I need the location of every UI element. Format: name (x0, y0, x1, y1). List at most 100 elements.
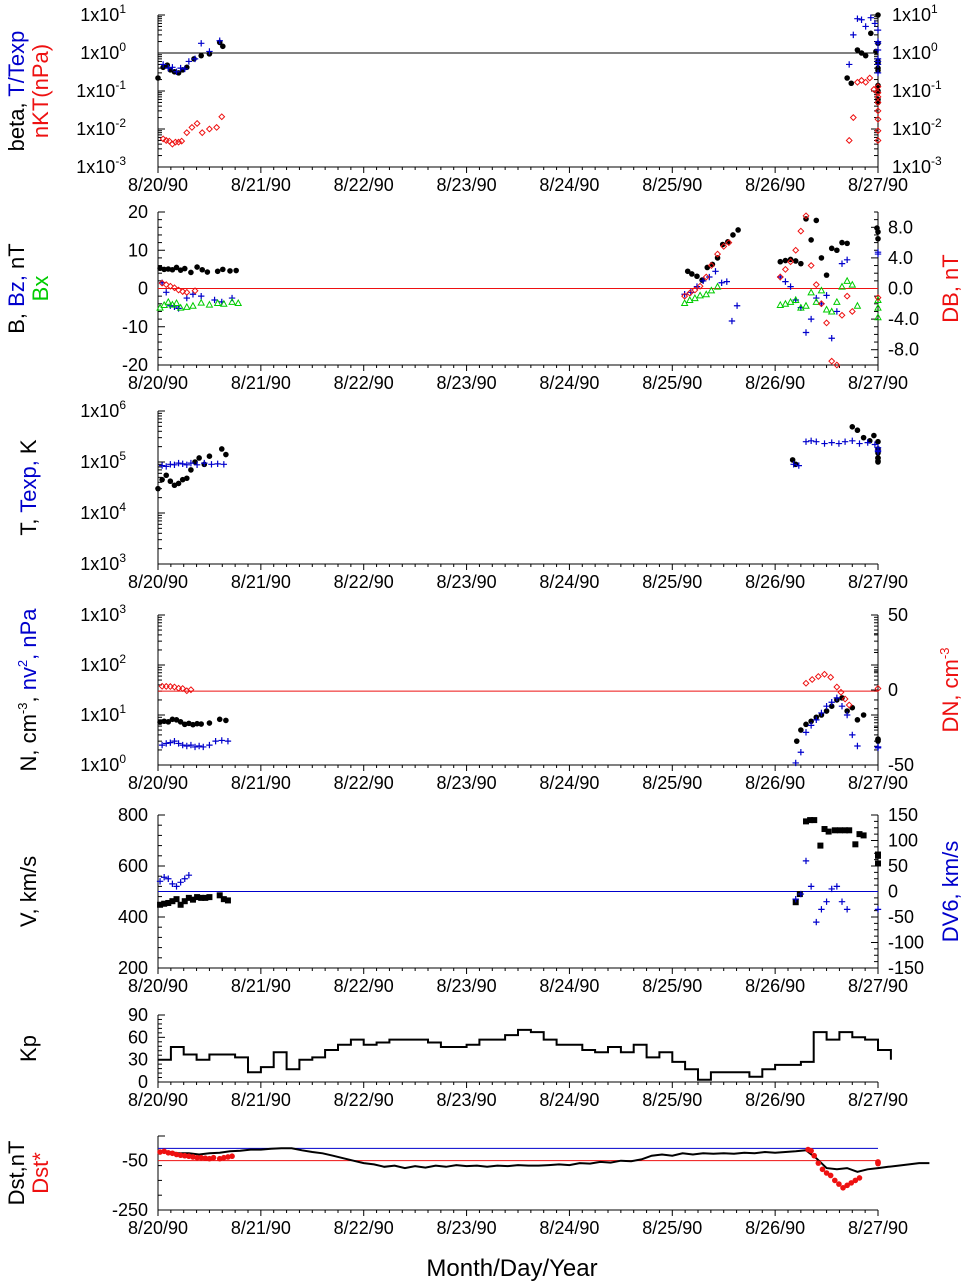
data-point (714, 250, 722, 258)
data-point (833, 308, 841, 315)
data-point (216, 892, 223, 899)
data-point (198, 721, 204, 727)
data-point (195, 742, 203, 750)
y-tick-label: 1x101 (80, 702, 126, 725)
panel-velocity: 8/20/90 8/21/90 8/22/90 8/23/90 8/24/90 8/25/… (16, 805, 963, 996)
data-point (713, 282, 722, 290)
data-point (862, 78, 870, 86)
data-point (832, 1177, 838, 1184)
y-tick-label-right: -8.0 (888, 340, 919, 360)
data-point (170, 683, 178, 691)
data-point (807, 437, 815, 445)
data-point (179, 684, 187, 693)
data-point (792, 246, 800, 254)
data-point (825, 828, 832, 835)
x-tick-label: 8/23/90 (437, 773, 497, 793)
data-point (874, 743, 882, 751)
y-tick-label: -20 (122, 355, 148, 375)
data-point (220, 896, 227, 903)
data-point (233, 267, 239, 274)
data-point (224, 897, 231, 904)
data-point (170, 284, 178, 292)
data-point (854, 717, 861, 723)
data-point (828, 439, 835, 446)
data-point (874, 89, 882, 97)
data-point (833, 694, 841, 702)
data-point (853, 301, 862, 309)
data-point (808, 1148, 814, 1154)
data-point (169, 716, 176, 723)
data-point (845, 701, 853, 709)
data-point (874, 313, 882, 321)
data-point (841, 695, 849, 703)
x-tick-label: 8/20/90 (128, 1090, 188, 1110)
data-point (163, 289, 170, 296)
data-point (213, 298, 222, 307)
data-point (179, 741, 186, 749)
y-tick-label: 1x104 (80, 500, 126, 523)
data-point (840, 1185, 846, 1191)
x-tick-label: 8/22/90 (334, 976, 394, 996)
data-point (224, 737, 232, 745)
x-axis-title: Month/Day/Year (426, 1255, 597, 1282)
data-point (177, 1152, 184, 1159)
data-point (798, 727, 804, 733)
data-point (827, 1172, 834, 1179)
data-point (179, 288, 187, 296)
data-point (155, 485, 161, 492)
data-point (838, 311, 846, 319)
data-point (856, 1175, 863, 1181)
x-tick-label: 8/22/90 (334, 1090, 394, 1110)
y-axis-title: V, km/s (16, 856, 41, 927)
x-tick-label: 8/21/90 (231, 773, 291, 793)
x-tick-label: 8/25/90 (642, 373, 702, 393)
data-point (828, 703, 835, 709)
data-point (165, 1149, 172, 1156)
data-point (875, 1160, 881, 1167)
data-point (828, 245, 835, 252)
data-point (817, 300, 825, 308)
y-tick-label: 1x105 (80, 449, 126, 472)
y-tick-label-right: 8.0 (888, 217, 913, 237)
data-point (862, 23, 869, 30)
data-point (814, 672, 822, 681)
data-point (781, 299, 790, 307)
data-point (189, 896, 196, 903)
data-point (169, 898, 176, 905)
y-tick-label-right: -150 (888, 958, 924, 978)
data-point (172, 298, 181, 307)
data-point (181, 875, 188, 882)
data-point (167, 478, 174, 485)
data-point (194, 1154, 200, 1161)
data-point (848, 1180, 855, 1186)
data-point (163, 740, 170, 747)
x-tick-label: 8/26/90 (745, 976, 805, 996)
data-point (852, 1177, 859, 1184)
data-point (165, 64, 172, 72)
y-tick-label: 1x106 (80, 398, 126, 421)
data-point (173, 896, 180, 903)
data-point (807, 722, 815, 729)
data-point (813, 918, 820, 926)
data-point (218, 446, 225, 452)
y-axis-title-right: DB, nT (938, 254, 963, 322)
plot-area (158, 1136, 878, 1210)
data-point (874, 906, 882, 913)
y-axis-title-right: DV6, km/s (938, 841, 963, 942)
y-tick-label: 200 (118, 958, 148, 978)
data-point (833, 297, 841, 305)
data-point (681, 291, 688, 298)
data-point (194, 894, 201, 901)
y-tick-label-right: -50 (888, 755, 914, 775)
data-point (813, 438, 820, 445)
data-point (839, 695, 845, 701)
y-tick-label-right: 150 (888, 805, 918, 825)
data-point (183, 461, 190, 469)
data-point (815, 1160, 822, 1166)
data-point (201, 459, 208, 467)
data-point (175, 459, 182, 467)
y-tick-label: 1x10-3 (76, 154, 126, 177)
data-point (803, 721, 809, 728)
data-point (837, 688, 845, 696)
data-point (874, 55, 882, 63)
